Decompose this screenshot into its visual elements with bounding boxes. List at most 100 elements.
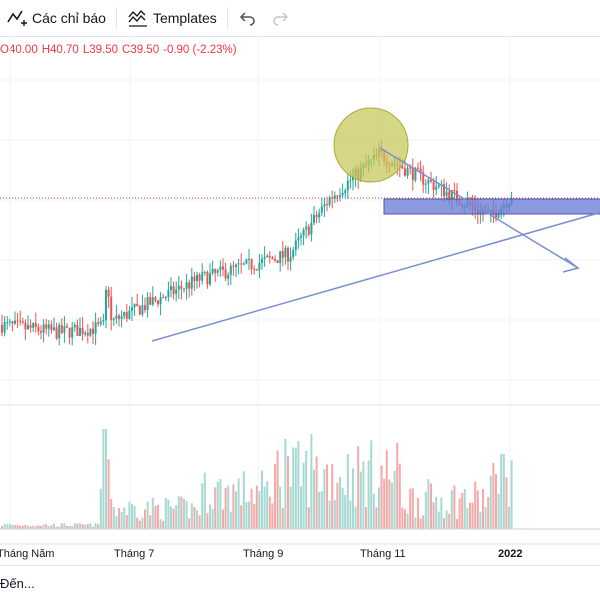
templates-button[interactable]: Templates: [121, 0, 223, 36]
volume-bar: [107, 459, 110, 529]
volume-bar: [500, 454, 503, 529]
candle-body: [120, 316, 123, 320]
candle-body: [320, 206, 323, 213]
candle-body: [19, 320, 22, 322]
volume-bar: [151, 497, 154, 529]
volume-bar: [300, 486, 302, 529]
volume-bar: [378, 487, 380, 529]
volume-bar: [63, 523, 66, 529]
volume-bar: [339, 476, 341, 529]
volume-bar: [47, 525, 50, 529]
candle-body: [279, 251, 282, 264]
ohlc-close: C39.50: [122, 44, 160, 56]
redo-button[interactable]: [264, 0, 296, 36]
candle-body: [349, 180, 352, 182]
candle-body: [112, 318, 115, 321]
volume-bar: [315, 456, 318, 529]
candle-body: [185, 282, 188, 289]
volume-bar: [79, 523, 81, 529]
candle-body: [328, 197, 331, 205]
candle-body: [68, 327, 71, 338]
volume-bar: [484, 507, 487, 529]
candle-body: [341, 193, 344, 196]
volume-bar: [242, 471, 245, 529]
goto-date-button[interactable]: Đến...: [0, 576, 35, 591]
volume-bar: [58, 526, 61, 529]
candle-body: [201, 272, 204, 281]
volume-bar: [21, 525, 24, 529]
candle-body: [133, 303, 136, 308]
candle-body: [14, 320, 16, 324]
volume-bar: [424, 491, 427, 529]
candle-body: [84, 332, 87, 335]
volume-bar: [45, 524, 48, 529]
volume-bar: [276, 450, 279, 529]
candle-body: [414, 167, 417, 181]
volume-bar: [341, 487, 344, 529]
candle-body: [448, 191, 451, 201]
volume-bar: [409, 488, 412, 529]
candle-body: [437, 185, 440, 187]
volume-bar: [42, 524, 45, 529]
candle-body: [58, 324, 61, 339]
candle-body: [422, 172, 425, 185]
candle-body: [497, 214, 500, 218]
candle-body: [292, 250, 295, 257]
volume-bar: [34, 526, 37, 529]
volume-bar: [203, 472, 206, 529]
candle-body: [240, 263, 243, 265]
candle-body: [94, 322, 97, 334]
volume-bar: [331, 463, 334, 529]
volume-bar: [450, 490, 453, 529]
volume-bar: [359, 471, 362, 529]
volume-bar: [128, 501, 131, 529]
candle-body: [81, 327, 84, 335]
volume-bar: [164, 497, 167, 529]
volume-bar: [284, 439, 287, 529]
volume-bar: [328, 500, 331, 529]
volume-bar: [188, 518, 191, 529]
volume-bar: [162, 520, 165, 529]
volume-bar: [266, 481, 269, 529]
undo-icon: [238, 8, 258, 28]
candle-body: [302, 229, 305, 236]
candle-body: [73, 324, 76, 328]
candle-body: [193, 276, 196, 282]
volume-bar: [404, 509, 406, 529]
volume-bar: [310, 434, 313, 529]
candle-body: [16, 320, 19, 322]
candle-body: [42, 324, 45, 333]
volume-bar: [417, 498, 419, 529]
indicators-button[interactable]: Các chỉ báo: [0, 0, 112, 36]
volume-bar: [281, 508, 284, 529]
candle-body: [24, 322, 27, 330]
candle-body: [263, 257, 266, 259]
volume-bar: [99, 488, 102, 529]
candle-body: [128, 310, 131, 319]
volume-bar: [487, 496, 490, 529]
volume-bar: [349, 500, 352, 529]
volume-bar: [175, 505, 178, 529]
volume-bar: [136, 517, 139, 529]
volume-bar: [268, 496, 271, 529]
volume-bar: [97, 524, 100, 529]
volume-bar: [123, 507, 126, 529]
ohlc-legend: O40.00 H40.70 L39.50 C39.50 -0.90 (-2.23%): [0, 44, 241, 56]
volume-bar: [222, 509, 224, 529]
volume-bar: [133, 505, 136, 529]
volume-bar: [232, 484, 235, 529]
candle-body: [107, 289, 110, 297]
candle-body: [60, 324, 63, 333]
candle-body: [214, 268, 217, 273]
undo-button[interactable]: [232, 0, 264, 36]
volume-bar: [66, 526, 68, 529]
price-chart[interactable]: Tháng Năm Tháng 7 Tháng 9 Tháng 11 2022: [0, 36, 600, 565]
volume-bar: [84, 524, 87, 529]
candle-body: [248, 258, 250, 260]
volume-bar: [383, 478, 386, 529]
arrow-head: [562, 257, 580, 273]
chart-footer: Đến...: [0, 565, 600, 601]
candle-body: [138, 306, 141, 315]
volume-bar: [32, 525, 35, 529]
volume-bar: [144, 509, 146, 529]
